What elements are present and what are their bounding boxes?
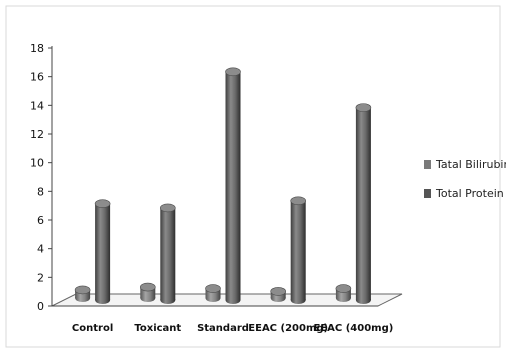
- y-tick-label: 10: [30, 157, 44, 170]
- legend-label: Total Protein: [435, 187, 504, 200]
- chart-border: [5, 5, 501, 348]
- y-tick-label: 8: [37, 185, 44, 198]
- bar-total-protein: [290, 196, 307, 304]
- x-category-label: EEAC (400mg): [313, 323, 393, 334]
- y-tick-label: 4: [37, 243, 44, 256]
- bar-tatal-bilirubin: [74, 285, 91, 302]
- x-category-label: Control: [72, 323, 113, 334]
- legend: Tatal Bilirubin Total Protein: [424, 158, 506, 200]
- y-axis: 0 2 4 6 8 10 12 14 16 18: [30, 42, 53, 313]
- y-tick-label: 14: [30, 99, 44, 112]
- bar-total-protein: [225, 67, 241, 304]
- bar-tatal-bilirubin: [270, 287, 287, 302]
- x-category-label: Toxicant: [134, 323, 181, 334]
- y-tick-label: 6: [37, 214, 44, 227]
- bar-tatal-bilirubin: [140, 282, 156, 302]
- y-tick-label: 16: [30, 71, 44, 84]
- legend-swatch: [424, 189, 431, 198]
- y-tick-label: 12: [30, 128, 44, 141]
- bar-tatal-bilirubin: [205, 284, 221, 302]
- x-axis-labels: Control Toxicant Standard EEAC (200mg)EEAC …: [72, 323, 393, 334]
- x-category-label: Standard: [197, 323, 249, 334]
- legend-label: Tatal Bilirubin: [435, 158, 506, 171]
- bar-total-protein: [94, 199, 111, 304]
- bar-total-protein: [355, 103, 372, 304]
- bar-total-protein: [160, 203, 176, 304]
- bars-group: [74, 67, 372, 304]
- x-category-label: EEAC (200mg): [248, 323, 328, 334]
- legend-swatch: [424, 160, 431, 169]
- bar-tatal-bilirubin: [335, 284, 352, 302]
- y-tick-label: 18: [30, 42, 44, 55]
- y-tick-label: 0: [37, 300, 44, 313]
- y-tick-label: 2: [37, 271, 44, 284]
